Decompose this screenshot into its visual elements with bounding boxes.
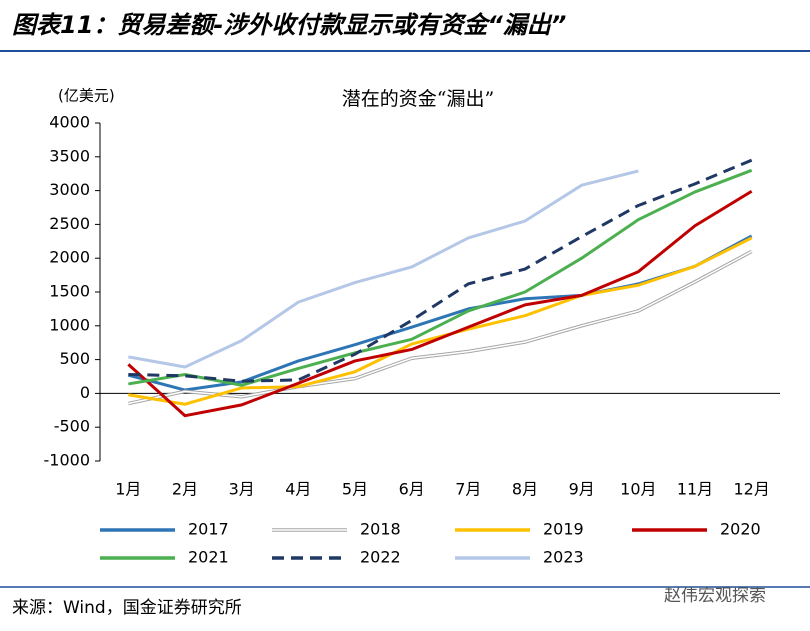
- y-tick-label: 2000: [49, 248, 90, 267]
- y-tick-label: 2500: [49, 214, 90, 233]
- x-tick-label: 7月: [455, 480, 481, 499]
- y-tick-label: 1000: [49, 315, 90, 334]
- x-tick-label: 12月: [733, 480, 769, 499]
- legend-label: 2022: [360, 548, 401, 567]
- chart-title: 潜在的资金“漏出”: [342, 88, 494, 110]
- y-tick-label: 500: [59, 349, 90, 368]
- x-tick-label: 9月: [569, 480, 595, 499]
- x-tick-label: 2月: [172, 480, 198, 499]
- y-axis-label: (亿美元): [58, 87, 115, 105]
- series-line: [128, 236, 753, 406]
- watermark: 赵伟宏观探索: [664, 586, 766, 606]
- legend-label: 2019: [543, 520, 584, 539]
- series-line-inner: [128, 250, 753, 405]
- x-tick-label: 10月: [620, 480, 656, 499]
- series-line: [127, 189, 753, 418]
- x-tick-label: 4月: [285, 480, 311, 499]
- y-tick-label: 3500: [49, 146, 90, 165]
- series-line: [128, 158, 753, 383]
- source: 来源：Wind，国金证券研究所: [12, 598, 242, 618]
- x-tick-label: 1月: [115, 480, 141, 499]
- legend-label: 2020: [720, 520, 761, 539]
- y-tick-label: -1000: [44, 451, 91, 470]
- figure-label: 图表11：贸易差额-涉外收付款显示或有资金“漏出”: [12, 11, 566, 39]
- y-tick-label: 4000: [49, 113, 90, 132]
- legend-label: 2023: [543, 548, 584, 567]
- x-tick-label: 5月: [342, 480, 368, 499]
- x-tick-label: 3月: [229, 480, 255, 499]
- series-line: [128, 169, 639, 369]
- legend-label: 2021: [188, 548, 229, 567]
- series-line: [128, 168, 753, 387]
- x-tick-label: 11月: [677, 480, 713, 499]
- legend-label: 2018: [360, 520, 401, 539]
- legend-label: 2017: [188, 520, 229, 539]
- x-tick-label: 8月: [512, 480, 538, 499]
- y-tick-label: -500: [54, 417, 90, 436]
- y-tick-label: 3000: [49, 180, 90, 199]
- series-line: [127, 234, 753, 392]
- x-tick-label: 6月: [399, 480, 425, 499]
- y-tick-label: 1500: [49, 282, 90, 301]
- y-tick-label: 0: [80, 383, 90, 402]
